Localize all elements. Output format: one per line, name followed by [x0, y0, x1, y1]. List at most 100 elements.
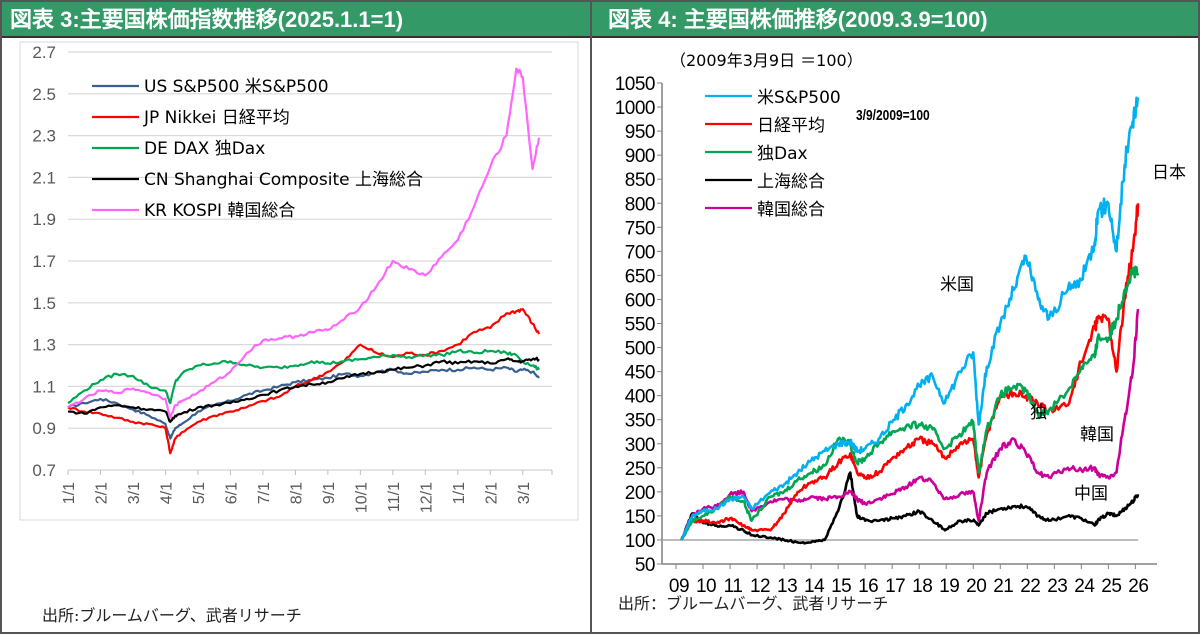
x-tick-label: 10/1: [353, 482, 370, 513]
x-tick-label: 2/1: [483, 482, 500, 504]
y-tick-label: 400: [625, 387, 655, 408]
y-tick-label: 1.9: [32, 210, 56, 229]
x-tick-label: 1/1: [61, 482, 78, 504]
legend-label: 上海総合: [757, 172, 825, 192]
y-tick-label: 550: [625, 315, 655, 336]
series-line-3: [67, 348, 540, 405]
series-line-4: [67, 356, 540, 423]
series-inline-label: 独: [1030, 403, 1047, 423]
x-tick-label: 3/1: [126, 482, 143, 504]
x-tick-label: 5/1: [191, 482, 208, 504]
y-tick-label: 450: [625, 363, 655, 384]
plot-area-frame: [19, 41, 579, 521]
x-tick-label: 3/1: [516, 482, 533, 504]
x-tick-label: 12/1: [418, 482, 435, 513]
y-tick-label: 650: [625, 266, 655, 287]
y-tick-label: 1.1: [32, 377, 56, 396]
x-tick-label: 4/1: [158, 482, 175, 504]
legend-label: KR KOSPI 韓国総合: [144, 201, 295, 221]
y-tick-label: 850: [625, 170, 655, 191]
y-tick-label: 600: [625, 290, 655, 311]
legend-label: 米S&P500: [757, 88, 841, 108]
y-tick-label: 300: [625, 435, 655, 456]
left-chart: 0.7 0.9 1.1 1.3 1.5 1.7 1.9 2.1 2.3 2.5 2.7 1/1 2/1 3…: [19, 41, 579, 521]
x-tick-label: 6/1: [223, 482, 240, 504]
series-line-1: [67, 365, 540, 440]
x-tick-label: 10: [696, 576, 716, 597]
x-tick-label: 23: [1047, 576, 1067, 597]
y-tick-label: 500: [625, 339, 655, 360]
y-tick-label: 1000: [615, 98, 655, 119]
chart-subtitle: （2009年3月9日 ＝100）: [670, 51, 863, 70]
y-tick-label: 2.5: [32, 85, 56, 104]
series-inline-label: 中国: [1074, 484, 1108, 504]
y-tick-label: 700: [625, 242, 655, 263]
series-inline-label: 日本: [1152, 163, 1186, 183]
series-line-3: [680, 265, 1140, 541]
x-tick-label: 9/1: [321, 482, 338, 504]
right-chart-panel: 図表 4: 主要国株価推移(2009.3.9=100) （2009年3月9日 ＝…: [590, 0, 1200, 634]
x-tick-label: 7/1: [256, 482, 273, 504]
y-tick-label: 1.7: [32, 252, 56, 271]
series-line-1: [680, 96, 1140, 541]
x-tick-label: 1/1: [451, 482, 468, 504]
y-tick-label: 50: [635, 555, 655, 576]
y-tick-label: 200: [625, 483, 655, 504]
x-tick-label: 20: [966, 576, 986, 597]
right-chart: （2009年3月9日 ＝100） 50 100 150 200 250 300 350 400 4…: [615, 51, 1186, 597]
legend-label: US S&P500 米S&P500: [144, 77, 329, 97]
y-tick-label: 1.3: [32, 336, 56, 355]
legend-label: 独Dax: [757, 144, 808, 164]
x-tick-label: 09: [669, 576, 689, 597]
left-source-note: 出所:ブルームバーグ、武者リサーチ: [42, 606, 302, 625]
y-tick-label: 1050: [615, 74, 655, 95]
y-tick-label: 350: [625, 411, 655, 432]
x-tick-label: 12: [750, 576, 770, 597]
x-tick-label: 11/1: [386, 482, 403, 512]
legend-label: 韓国総合: [757, 200, 825, 220]
y-tick-label: 1.5: [32, 294, 56, 313]
series-line-4: [680, 471, 1140, 545]
x-tick-label: 25: [1101, 576, 1121, 597]
x-tick-label: 8/1: [288, 482, 305, 504]
x-tick-label: 17: [885, 576, 905, 597]
y-tick-label: 100: [625, 531, 655, 552]
x-tick-label: 11: [724, 576, 743, 597]
series-line-5: [67, 67, 541, 419]
x-tick-label: 16: [858, 576, 878, 597]
series-line-2: [680, 203, 1140, 541]
y-tick-label: 0.7: [32, 461, 56, 480]
legend-label: DE DAX 独Dax: [144, 139, 265, 159]
y-tick-label: 2.1: [32, 168, 56, 187]
x-tick-label: 26: [1128, 576, 1148, 597]
y-tick-label: 0.9: [32, 419, 56, 438]
x-tick-label: 13: [777, 576, 797, 597]
x-tick-label: 14: [804, 576, 825, 597]
x-tick-label: 24: [1074, 576, 1095, 597]
y-tick-label: 800: [625, 194, 655, 215]
x-tick-label: 18: [912, 576, 932, 597]
y-tick-label: 2.3: [32, 127, 56, 146]
series-line-5: [680, 308, 1140, 541]
y-tick-label: 250: [625, 459, 655, 480]
legend-label: CN Shanghai Composite 上海総合: [144, 170, 423, 190]
y-tick-label: 2.7: [32, 43, 56, 62]
series-inline-label: 韓国: [1080, 425, 1114, 445]
x-tick-label: 19: [939, 576, 959, 597]
right-chart-title: 図表 4: 主要国株価推移(2009.3.9=100): [592, 2, 1198, 38]
x-tick-label: 21: [993, 576, 1013, 597]
y-tick-label: 750: [625, 218, 655, 239]
y-tick-label: 150: [625, 507, 655, 528]
base-date-annotation: 3/9/2009=100: [856, 107, 930, 124]
right-source-note: 出所：ブルームバーグ、武者リサーチ: [618, 594, 889, 613]
x-tick-label: 22: [1020, 576, 1040, 597]
left-chart-panel: 図表 3:主要国株価指数推移(2025.1.1=1) 0.7 0.9 1.1 1.3 1…: [0, 0, 592, 634]
left-chart-title: 図表 3:主要国株価指数推移(2025.1.1=1): [2, 2, 590, 38]
series-inline-label: 米国: [940, 275, 974, 295]
x-tick-label: 2/1: [93, 482, 110, 504]
y-tick-label: 950: [625, 122, 655, 143]
legend-label: JP Nikkei 日経平均: [143, 108, 290, 128]
legend-label: 日経平均: [757, 116, 825, 136]
series-line-2: [67, 308, 541, 455]
x-tick-label: 15: [831, 576, 851, 597]
